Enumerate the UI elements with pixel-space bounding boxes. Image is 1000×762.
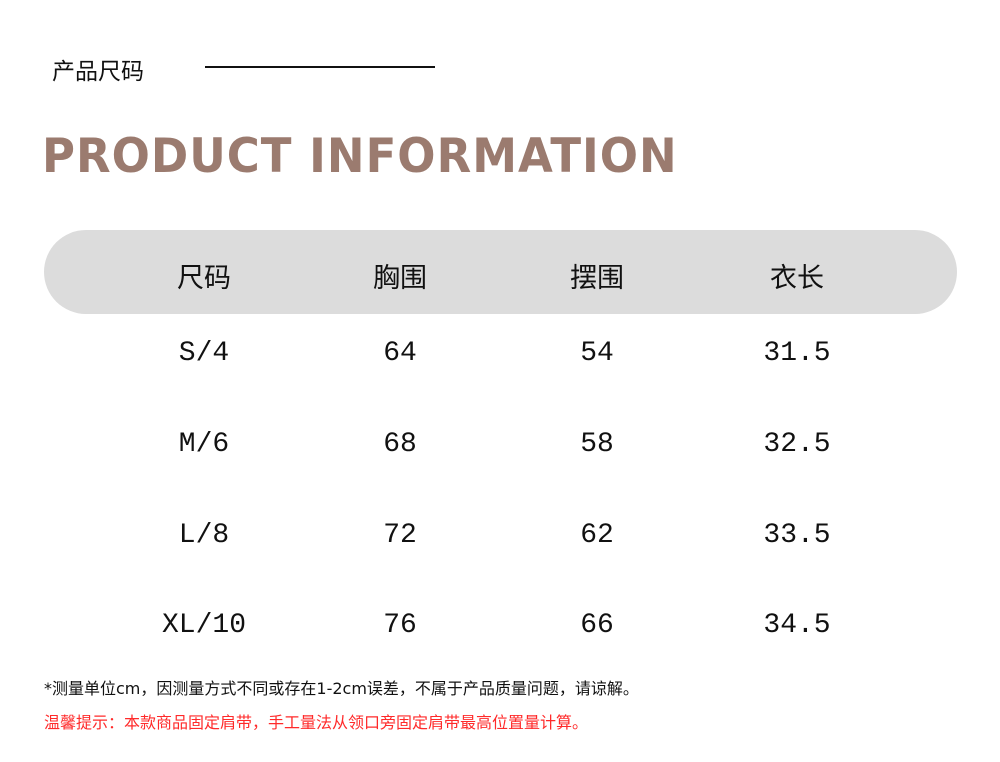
table-cell: 33.5 (763, 520, 831, 551)
table-cell: L/8 (178, 520, 230, 551)
page-title: PRODUCT INFORMATION (42, 128, 678, 184)
table-header-cell: 衣长 (770, 263, 824, 294)
table-cell: 64 (383, 338, 417, 369)
table-header-cell: 摆围 (570, 263, 624, 294)
table-header-cell: 胸围 (373, 263, 427, 294)
table-cell: 31.5 (763, 338, 831, 369)
table-cell: 76 (383, 610, 417, 641)
table-cell: 58 (580, 429, 614, 460)
section-subtitle: 产品尺码 (52, 59, 144, 85)
table-cell: 62 (580, 520, 614, 551)
measurement-note: *测量单位cm，因测量方式不同或存在1-2cm误差，不属于产品质量问题，请谅解。 (44, 679, 639, 698)
table-cell: XL/10 (161, 610, 246, 641)
table-cell: 34.5 (763, 610, 831, 641)
table-cell: 54 (580, 338, 614, 369)
warm-tip: 温馨提示：本款商品固定肩带，手工量法从领口旁固定肩带最高位置量计算。 (44, 713, 589, 732)
table-header-band (44, 230, 957, 314)
table-cell: 72 (383, 520, 417, 551)
table-cell: 66 (580, 610, 614, 641)
table-cell: S/4 (178, 338, 230, 369)
table-cell: 68 (383, 429, 417, 460)
table-cell: 32.5 (763, 429, 831, 460)
divider-line (205, 66, 435, 68)
table-header-cell: 尺码 (177, 263, 231, 294)
table-cell: M/6 (178, 429, 230, 460)
